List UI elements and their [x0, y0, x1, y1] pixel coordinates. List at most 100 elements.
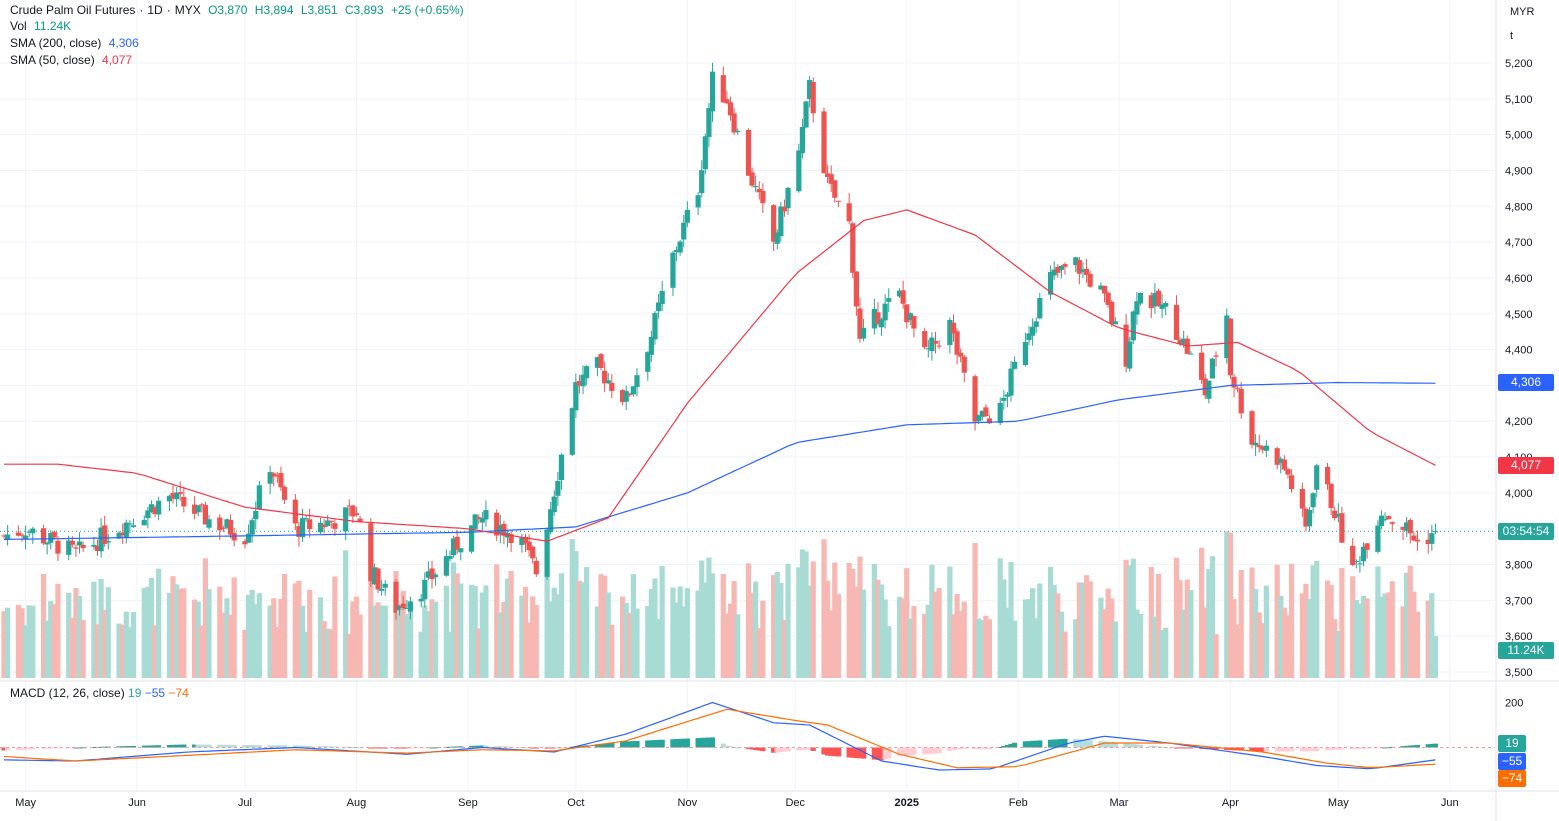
candle-body — [40, 528, 47, 544]
macd-histogram-bar — [835, 747, 841, 757]
volume-bar — [598, 574, 604, 678]
volume-bar — [1051, 584, 1057, 678]
candle-body — [695, 195, 701, 208]
volume-bar — [904, 568, 910, 678]
volume-bar — [695, 590, 701, 678]
volume-bar — [1152, 616, 1158, 678]
volume-bar — [976, 618, 982, 678]
candle-body — [972, 376, 978, 422]
macd-histogram-bar — [896, 747, 903, 757]
candle-body — [519, 537, 525, 546]
macd-histogram-bar — [1278, 747, 1284, 752]
macd-histogram-bar — [609, 742, 615, 748]
candle-body — [1332, 510, 1338, 519]
macd-histogram-bar — [1375, 747, 1381, 749]
macd-histogram-bar — [1263, 747, 1269, 752]
macd-histogram-bar — [1012, 742, 1018, 748]
currency-label[interactable]: MYR — [1510, 6, 1535, 18]
candle-body — [192, 504, 198, 514]
candle-body — [835, 200, 841, 202]
macd-histogram-bar — [256, 745, 262, 748]
macd-histogram-bar — [1360, 747, 1367, 749]
volume-bar — [44, 620, 50, 678]
volume-legend[interactable]: Vol 11.24K — [10, 18, 75, 34]
sma200-price-tag: 4,306 — [1498, 374, 1554, 391]
candle-body — [1407, 519, 1413, 534]
candle-body — [1274, 448, 1280, 465]
macd-histogram-bar — [799, 747, 806, 751]
candle-body — [145, 510, 151, 519]
macd-histogram-bar — [504, 746, 511, 748]
unit-label[interactable]: t — [1510, 30, 1514, 42]
volume-bar — [803, 551, 809, 678]
macd-histogram-bar — [1429, 743, 1435, 748]
macd-histogram-bar — [623, 741, 629, 748]
candle-body — [353, 513, 360, 516]
macd-histogram-bar — [202, 744, 209, 748]
candle-body — [177, 492, 183, 494]
macd-histogram-bar — [1425, 744, 1431, 748]
volume-bar — [530, 596, 536, 678]
candle-body — [1249, 411, 1255, 445]
candle-body — [350, 505, 356, 517]
macd-histogram-bar — [141, 745, 147, 748]
volume-bar — [346, 633, 352, 678]
candle-body — [472, 514, 478, 529]
legend-separator: · — [166, 3, 171, 17]
candle-body — [846, 203, 852, 222]
candle-body — [548, 509, 554, 533]
macd-histogram-bar — [1087, 740, 1093, 748]
candle-body — [1012, 361, 1018, 369]
symbol-legend[interactable]: Crude Palm Oil Futures · 1D · MYX O3,870 H3,… — [10, 2, 468, 18]
candle-body — [954, 331, 960, 355]
macd-histogram-bar — [555, 747, 561, 749]
sma200-legend[interactable]: SMA (200, close) 4,306 — [10, 35, 143, 51]
candle-body — [1033, 321, 1039, 327]
volume-bar — [584, 567, 590, 678]
macd-histogram-bar — [1026, 741, 1032, 748]
macd-histogram-bar — [954, 747, 960, 750]
macd-histogram-bar — [192, 744, 198, 748]
candle-body — [659, 290, 665, 305]
macd-histogram-bar — [828, 747, 834, 756]
time-axis-label: Oct — [567, 797, 584, 809]
volume-bar — [896, 596, 903, 678]
sma50-line — [4, 209, 1436, 542]
macd-legend[interactable]: MACD (12, 26, close) 19 −55 −74 — [10, 686, 189, 700]
interval[interactable]: 1D — [147, 3, 163, 17]
price-tick-label: 4,500 — [1505, 309, 1533, 321]
sma50-legend[interactable]: SMA (50, close) 4,077 — [10, 52, 136, 68]
macd-histogram-bar — [558, 747, 565, 749]
candle-body — [825, 173, 831, 177]
macd-histogram-bar — [1055, 739, 1061, 748]
volume-bar — [1012, 620, 1018, 678]
volume-bar — [504, 578, 511, 678]
volume-bar — [1224, 531, 1230, 678]
macd-histogram-bar — [432, 747, 439, 749]
macd-histogram-bar — [242, 745, 248, 748]
macd-histogram-bar — [1281, 747, 1287, 752]
candle-body — [256, 485, 262, 509]
candle-body — [80, 544, 86, 549]
candle-body — [407, 601, 414, 612]
macd-histogram-bar — [1062, 738, 1068, 748]
macd-line-value: −55 — [144, 686, 166, 700]
candle-body — [271, 473, 277, 477]
candle-body — [1159, 304, 1165, 309]
candle-body — [105, 541, 111, 543]
candle-body — [1339, 513, 1345, 543]
candle-body — [652, 313, 658, 340]
price-tick-label: 4,700 — [1505, 237, 1533, 249]
macd-histogram-bar — [397, 747, 403, 749]
candle-body — [623, 391, 629, 402]
candle-body — [699, 170, 705, 194]
volume-bar — [1404, 572, 1410, 678]
candle-body — [605, 380, 611, 384]
time-axis-label: Dec — [785, 797, 805, 809]
macd-hist-tag: 19 — [1498, 735, 1526, 752]
volume-bar — [594, 606, 601, 678]
candle-body — [170, 492, 176, 499]
volume-bar — [483, 585, 489, 678]
